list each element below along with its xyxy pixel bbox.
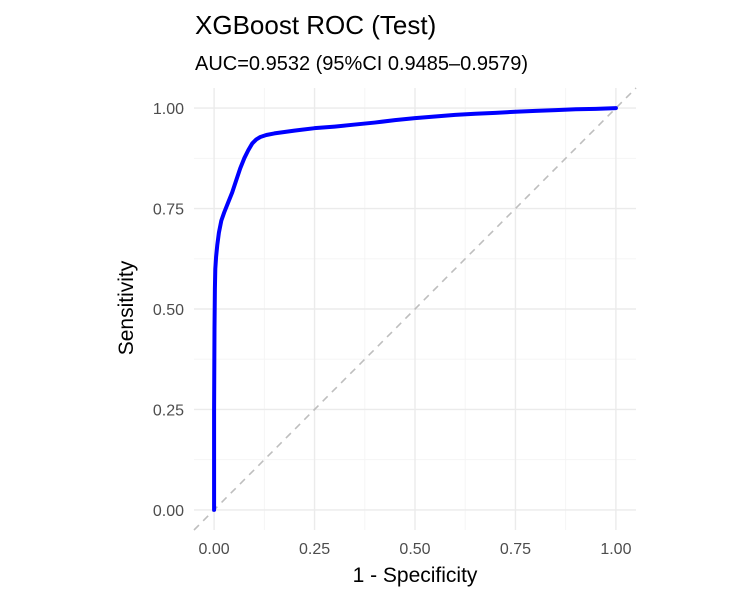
y-tick-label: 0.25 [153, 402, 184, 419]
y-axis-tick-labels: 0.00 0.25 0.50 0.75 1.00 [153, 101, 184, 520]
y-tick-label: 1.00 [153, 101, 184, 118]
reference-diagonal-line [193, 87, 637, 531]
chart-title: XGBoost ROC (Test) [195, 10, 436, 40]
x-tick-label: 0.75 [500, 541, 531, 558]
y-tick-label: 0.00 [153, 503, 184, 520]
x-axis-tick-labels: 0.00 0.25 0.50 0.75 1.00 [199, 541, 632, 558]
x-tick-label: 1.00 [600, 541, 631, 558]
x-tick-label: 0.00 [199, 541, 230, 558]
major-gridlines [194, 88, 636, 530]
y-axis-title: Sensitivity [115, 260, 138, 355]
x-tick-label: 0.50 [399, 541, 430, 558]
chart-subtitle: AUC=0.9532 (95%CI 0.9485–0.9579) [195, 53, 528, 75]
x-tick-label: 0.25 [299, 541, 330, 558]
y-tick-label: 0.75 [153, 202, 184, 219]
x-axis-title: 1 - Specificity [353, 564, 478, 587]
y-tick-label: 0.50 [153, 302, 184, 319]
roc-curve-line [212, 106, 618, 512]
